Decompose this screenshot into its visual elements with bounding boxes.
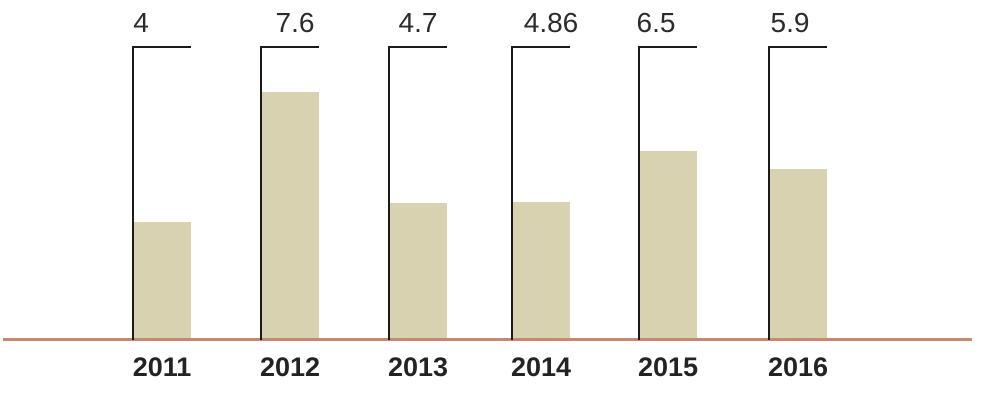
value-label: 4.86 <box>523 7 579 38</box>
x-axis-line <box>3 338 972 341</box>
bracket-frame-icon <box>768 46 827 340</box>
x-axis-label: 2016 <box>767 352 829 382</box>
value-label: 4 <box>133 7 149 38</box>
bar <box>134 222 191 338</box>
bar-group: 4 2011 <box>132 0 191 403</box>
value-label: 6.5 <box>636 7 676 38</box>
bar-group: 5.9 2016 <box>768 0 828 403</box>
bracket-frame-icon <box>260 46 319 340</box>
bar <box>390 203 447 338</box>
bracket-frame-icon <box>388 46 447 340</box>
bar <box>513 202 570 338</box>
bar <box>262 92 319 338</box>
bar-group: 6.5 2015 <box>637 0 699 403</box>
x-axis-label: 2015 <box>637 352 699 382</box>
value-label: 7.6 <box>275 7 315 38</box>
bar <box>770 169 827 338</box>
bracket-frame-icon <box>638 46 697 340</box>
bracket-frame-icon <box>132 46 191 340</box>
bar <box>640 151 697 338</box>
bar-group: 4.86 2014 <box>511 0 578 403</box>
x-axis-label: 2014 <box>510 352 572 382</box>
x-axis-label: 2011 <box>132 352 192 382</box>
bar-group: 7.6 2012 <box>260 0 320 403</box>
x-axis-label: 2013 <box>387 352 449 382</box>
bracket-frame-icon <box>511 46 570 340</box>
x-axis-label: 2012 <box>259 352 321 382</box>
bar-group: 4.7 2013 <box>388 0 448 403</box>
value-label: 4.7 <box>398 7 438 38</box>
value-label: 5.9 <box>770 7 810 38</box>
